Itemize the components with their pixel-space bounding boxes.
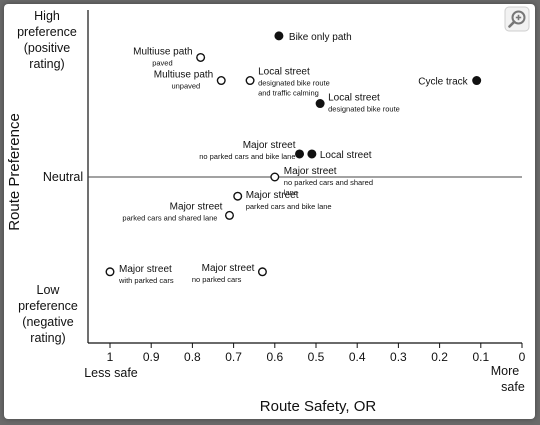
point-marker-open bbox=[270, 172, 280, 182]
x-end-label-less-safe: Less safe bbox=[84, 366, 138, 380]
point-marker-filled bbox=[295, 149, 305, 159]
data-point: Cycle track bbox=[418, 76, 482, 88]
zoom-in-icon[interactable] bbox=[504, 6, 530, 32]
x-tick-label: 0 bbox=[519, 350, 526, 364]
x-end-label-safe: safe bbox=[501, 380, 525, 394]
y-high-line-3: (positive bbox=[24, 41, 71, 55]
y-low-line-4: rating) bbox=[30, 331, 65, 345]
y-high-line-2: preference bbox=[17, 25, 77, 39]
point-sublabel: paved bbox=[152, 58, 172, 67]
point-sublabel: lane bbox=[284, 188, 298, 197]
point-label: Major street bbox=[202, 263, 255, 274]
point-marker-open bbox=[224, 210, 234, 220]
point-label: Multiuse path bbox=[154, 70, 213, 81]
point-marker-open bbox=[216, 76, 226, 86]
point-marker-open bbox=[257, 267, 267, 277]
x-tick-label: 0.9 bbox=[143, 350, 160, 364]
point-marker-filled bbox=[315, 99, 325, 109]
x-ticks bbox=[109, 343, 523, 348]
point-sublabel: no parked cars and bike lane bbox=[199, 152, 295, 161]
point-sublabel: with parked cars bbox=[118, 276, 174, 285]
point-label: Cycle track bbox=[418, 77, 468, 88]
chart-card bbox=[4, 4, 535, 419]
y-low-line-1: Low bbox=[37, 283, 61, 297]
x-tick-label: 0.2 bbox=[431, 350, 448, 364]
point-label: Local street bbox=[320, 150, 372, 161]
x-tick-labels: 1 0.9 0.8 0.7 0.6 0.5 0.4 0.3 0.2 0.1 0 bbox=[107, 350, 526, 364]
x-tick-label: 0.6 bbox=[266, 350, 283, 364]
point-sublabel: designated bike route bbox=[328, 105, 400, 114]
x-tick-label: 0.3 bbox=[390, 350, 407, 364]
point-sublabel: unpaved bbox=[171, 82, 200, 91]
y-high-line-1: High bbox=[34, 9, 60, 23]
point-sublabel: designated bike route bbox=[258, 79, 330, 88]
point-label: Major street bbox=[170, 201, 223, 212]
point-label: Local street bbox=[258, 67, 310, 78]
data-point: Bike only path bbox=[274, 31, 352, 43]
point-sublabel: no parked cars and shared bbox=[284, 178, 373, 187]
point-marker-filled bbox=[307, 149, 317, 159]
point-label: Multiuse path bbox=[133, 46, 192, 57]
point-label: Major street bbox=[243, 140, 296, 151]
point-label: Local street bbox=[328, 93, 380, 104]
point-sublabel: parked cars and bike lane bbox=[246, 202, 332, 211]
point-marker-open bbox=[196, 52, 206, 62]
y-neutral-label: Neutral bbox=[43, 170, 83, 184]
x-axis-title: Route Safety, OR bbox=[260, 398, 377, 415]
point-label: Major street bbox=[284, 166, 337, 177]
x-tick-label: 0.5 bbox=[308, 350, 325, 364]
y-high-line-4: rating) bbox=[29, 57, 64, 71]
x-tick-label: 1 bbox=[107, 350, 114, 364]
x-end-label-more: More bbox=[491, 364, 520, 378]
point-marker-filled bbox=[274, 31, 284, 41]
point-sublabel: and traffic calming bbox=[258, 89, 319, 98]
point-marker-filled bbox=[472, 76, 482, 86]
x-tick-label: 0.4 bbox=[349, 350, 366, 364]
point-marker-open bbox=[245, 76, 255, 86]
point-label: Major street bbox=[246, 190, 299, 201]
point-label: Major street bbox=[119, 264, 172, 275]
point-sublabel: parked cars and shared lane bbox=[122, 213, 217, 222]
x-tick-label: 0.8 bbox=[184, 350, 201, 364]
x-tick-label: 0.7 bbox=[225, 350, 242, 364]
data-point: Local street bbox=[307, 149, 372, 161]
x-tick-label: 0.1 bbox=[472, 350, 489, 364]
y-low-line-2: preference bbox=[18, 299, 78, 313]
point-marker-open bbox=[233, 191, 243, 201]
point-label: Bike only path bbox=[289, 32, 352, 43]
point-marker-open bbox=[105, 267, 115, 277]
point-sublabel: no parked cars bbox=[192, 275, 242, 284]
y-low-line-3: (negative bbox=[22, 315, 73, 329]
y-axis-title: Route Preference bbox=[6, 113, 23, 231]
